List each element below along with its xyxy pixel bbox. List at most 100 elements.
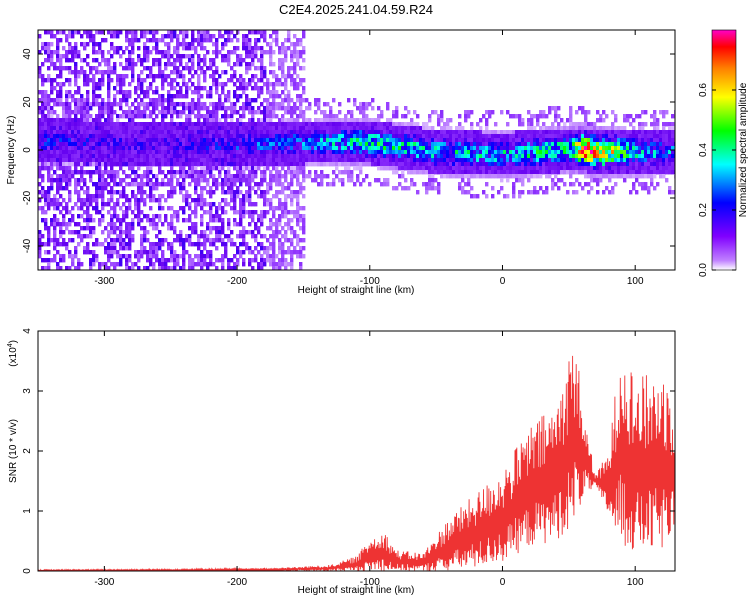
spectrogram-cell [281,186,285,191]
spectrogram-cell [200,134,204,139]
spectrogram-cell [278,138,282,143]
spectrogram-cell [131,178,135,183]
spectrogram-cell [347,146,351,151]
spectrogram-cell [527,118,531,123]
spectrogram-cell [167,246,171,251]
spectrogram-cell [290,150,294,155]
spectrogram-cell [515,158,519,163]
spectrogram-cell [182,30,186,35]
spectrogram-cell [194,186,198,191]
spectrogram-cell [56,190,60,195]
spectrogram-cell [551,186,555,191]
spectrogram-cell [362,114,366,119]
spectrogram-cell [275,126,279,131]
spectrogram-cell [188,134,192,139]
spectrogram-cell [230,174,234,179]
spectrogram-cell [128,226,132,231]
spectrogram-cell [182,34,186,39]
spectrogram-cell [41,82,45,87]
spectrogram-cell [56,242,60,247]
spectrogram-cell [86,122,90,127]
spectrogram-cell [482,162,486,167]
spectrogram-cell [101,38,105,43]
spectrogram-cell [485,110,489,115]
spectrogram-cell [443,126,447,131]
spectrogram-cell [221,42,225,47]
spectrogram-cell [263,162,267,167]
spectrogram-cell [194,138,198,143]
spectrogram-cell [524,142,528,147]
spectrogram-cell [272,242,276,247]
spectrogram-cell [62,82,66,87]
spectrogram-cell [446,170,450,175]
spectrogram-cell [38,166,42,171]
spectrogram-cell [191,46,195,51]
spectrogram-cell [146,30,150,35]
spectrogram-cell [44,50,48,55]
spectrogram-cell [395,110,399,115]
spectrogram-cell [146,166,150,171]
spectrogram-cell [251,110,255,115]
spectrogram-cell [125,206,129,211]
spectrogram-cell [293,70,297,75]
spectrogram-cell [149,110,153,115]
spectrogram-cell [170,214,174,219]
spectrogram-cell [143,30,147,35]
spectrogram-cell [122,218,126,223]
spectrogram-cell [503,170,507,175]
spectrogram-cell [143,78,147,83]
spectrogram-cell [209,66,213,71]
spectrogram-cell [245,66,249,71]
spectrogram-cell [446,146,450,151]
spectrogram-cell [98,218,102,223]
spectrogram-cell [230,130,234,135]
spectrogram-cell [551,134,555,139]
spectrogram-cell [251,178,255,183]
spectrogram-cell [167,42,171,47]
spectrogram-cell [188,126,192,131]
spectrogram-cell [149,50,153,55]
spectrogram-cell [242,154,246,159]
spectrogram-cell [59,210,63,215]
spectrogram-cell [302,126,306,131]
spectrogram-cell [494,158,498,163]
spectrogram-cell [146,50,150,55]
spectrogram-cell [47,42,51,47]
spectrogram-cell [545,134,549,139]
spectrogram-cell [251,170,255,175]
spectrogram-cell [38,138,42,143]
spectrogram-cell [563,134,567,139]
spectrogram-cell [56,238,60,243]
spectrogram-cell [251,78,255,83]
spectrogram-cell [419,130,423,135]
spectrogram-cell [479,170,483,175]
spectrogram-cell [95,238,99,243]
spectrogram-cell [557,158,561,163]
spectrogram-cell [191,106,195,111]
spectrogram-cell [119,226,123,231]
spectrogram-cell [104,246,108,251]
spectrogram-cell [263,198,267,203]
spectrogram-cell [164,162,168,167]
spectrogram-cell [284,110,288,115]
spectrogram-cell [284,94,288,99]
spectrogram-cell [224,162,228,167]
spectrogram-cell [497,154,501,159]
spectrogram-cell [359,158,363,163]
spectrogram-cell [191,74,195,79]
spectrogram-cell [245,54,249,59]
spectrogram-cell [236,186,240,191]
spectrogram-cell [116,142,120,147]
spectrogram-cell [380,154,384,159]
spectrogram-cell [206,254,210,259]
spectrogram-cell [281,158,285,163]
spectrogram-cell [65,146,69,151]
spectrogram-cell [263,98,267,103]
spectrogram-cell [209,250,213,255]
spectrogram-cell [59,162,63,167]
spectrogram-cell [275,174,279,179]
spectrogram-cell [161,178,165,183]
spectrogram-cell [215,258,219,263]
spectrogram-cell [80,102,84,107]
spectrogram-cell [392,166,396,171]
